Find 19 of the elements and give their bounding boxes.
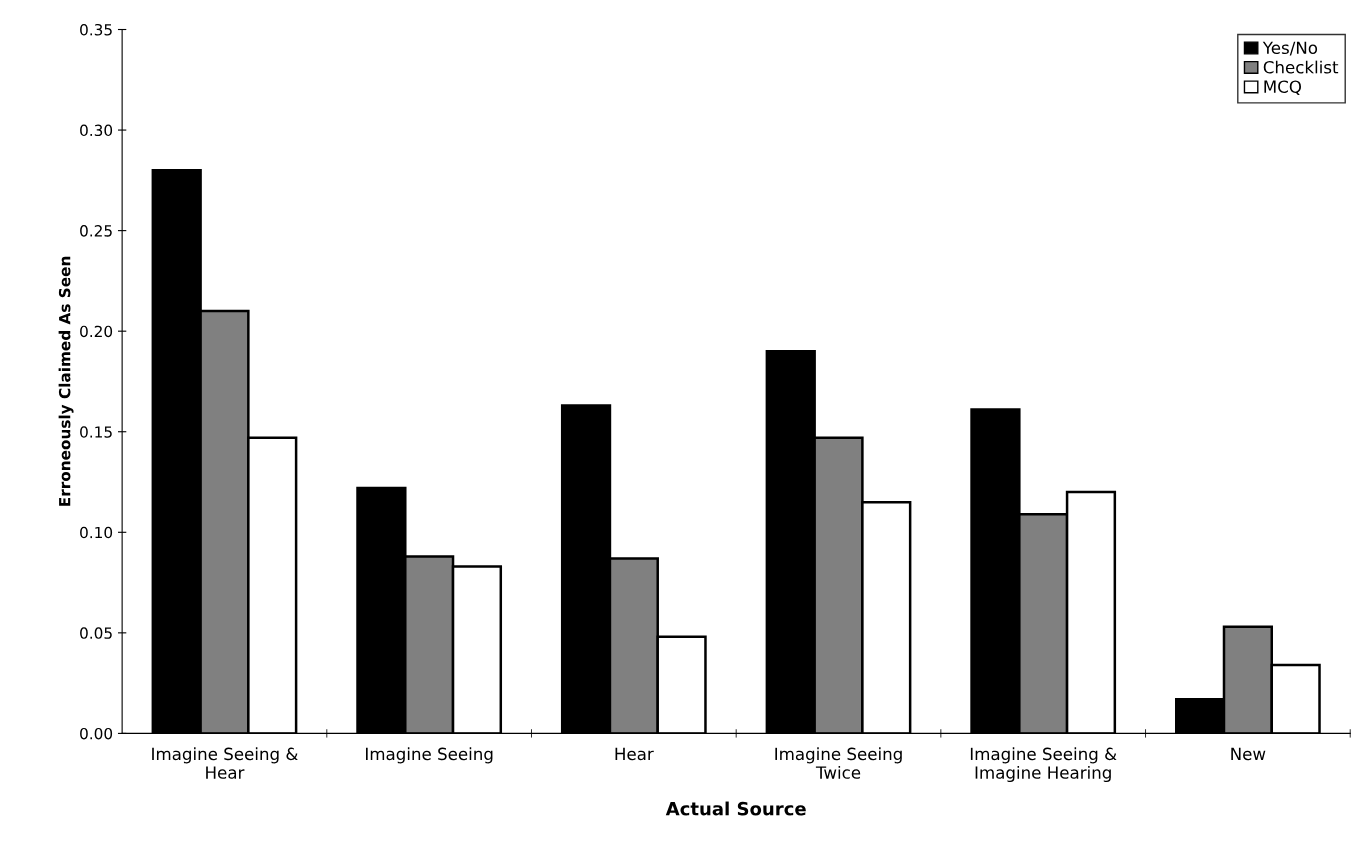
x-tick-label: Imagine Seeing & Hear (152, 747, 298, 779)
x-tick-label: Hear (615, 747, 654, 761)
y-tick-label: 0.30 (80, 124, 113, 137)
legend-label: Checklist (1263, 60, 1339, 74)
y-tick-label: 0.35 (80, 23, 112, 36)
legend-label: MCQ (1264, 80, 1301, 95)
x-axis-title: Actual Source (665, 801, 806, 816)
x-tick-label: Imagine Seeing (366, 747, 493, 764)
y-tick-label: 0.20 (80, 325, 113, 338)
y-tick-label: 0.15 (80, 426, 112, 438)
x-tick-label: Imagine Seeing Twice (775, 747, 902, 779)
x-tick-label: New (1231, 747, 1266, 761)
legend-label: Yes/No (1262, 41, 1318, 56)
y-tick-label: 0.00 (80, 727, 113, 740)
y-tick-label: 0.05 (80, 627, 112, 639)
y-axis-title: Erroneously Claimed As Seen (58, 256, 74, 506)
x-tick-label: Imagine Seeing & Imagine Hearing (970, 747, 1117, 783)
y-tick-label: 0.10 (80, 526, 113, 539)
y-tick-label: 0.25 (80, 225, 112, 237)
